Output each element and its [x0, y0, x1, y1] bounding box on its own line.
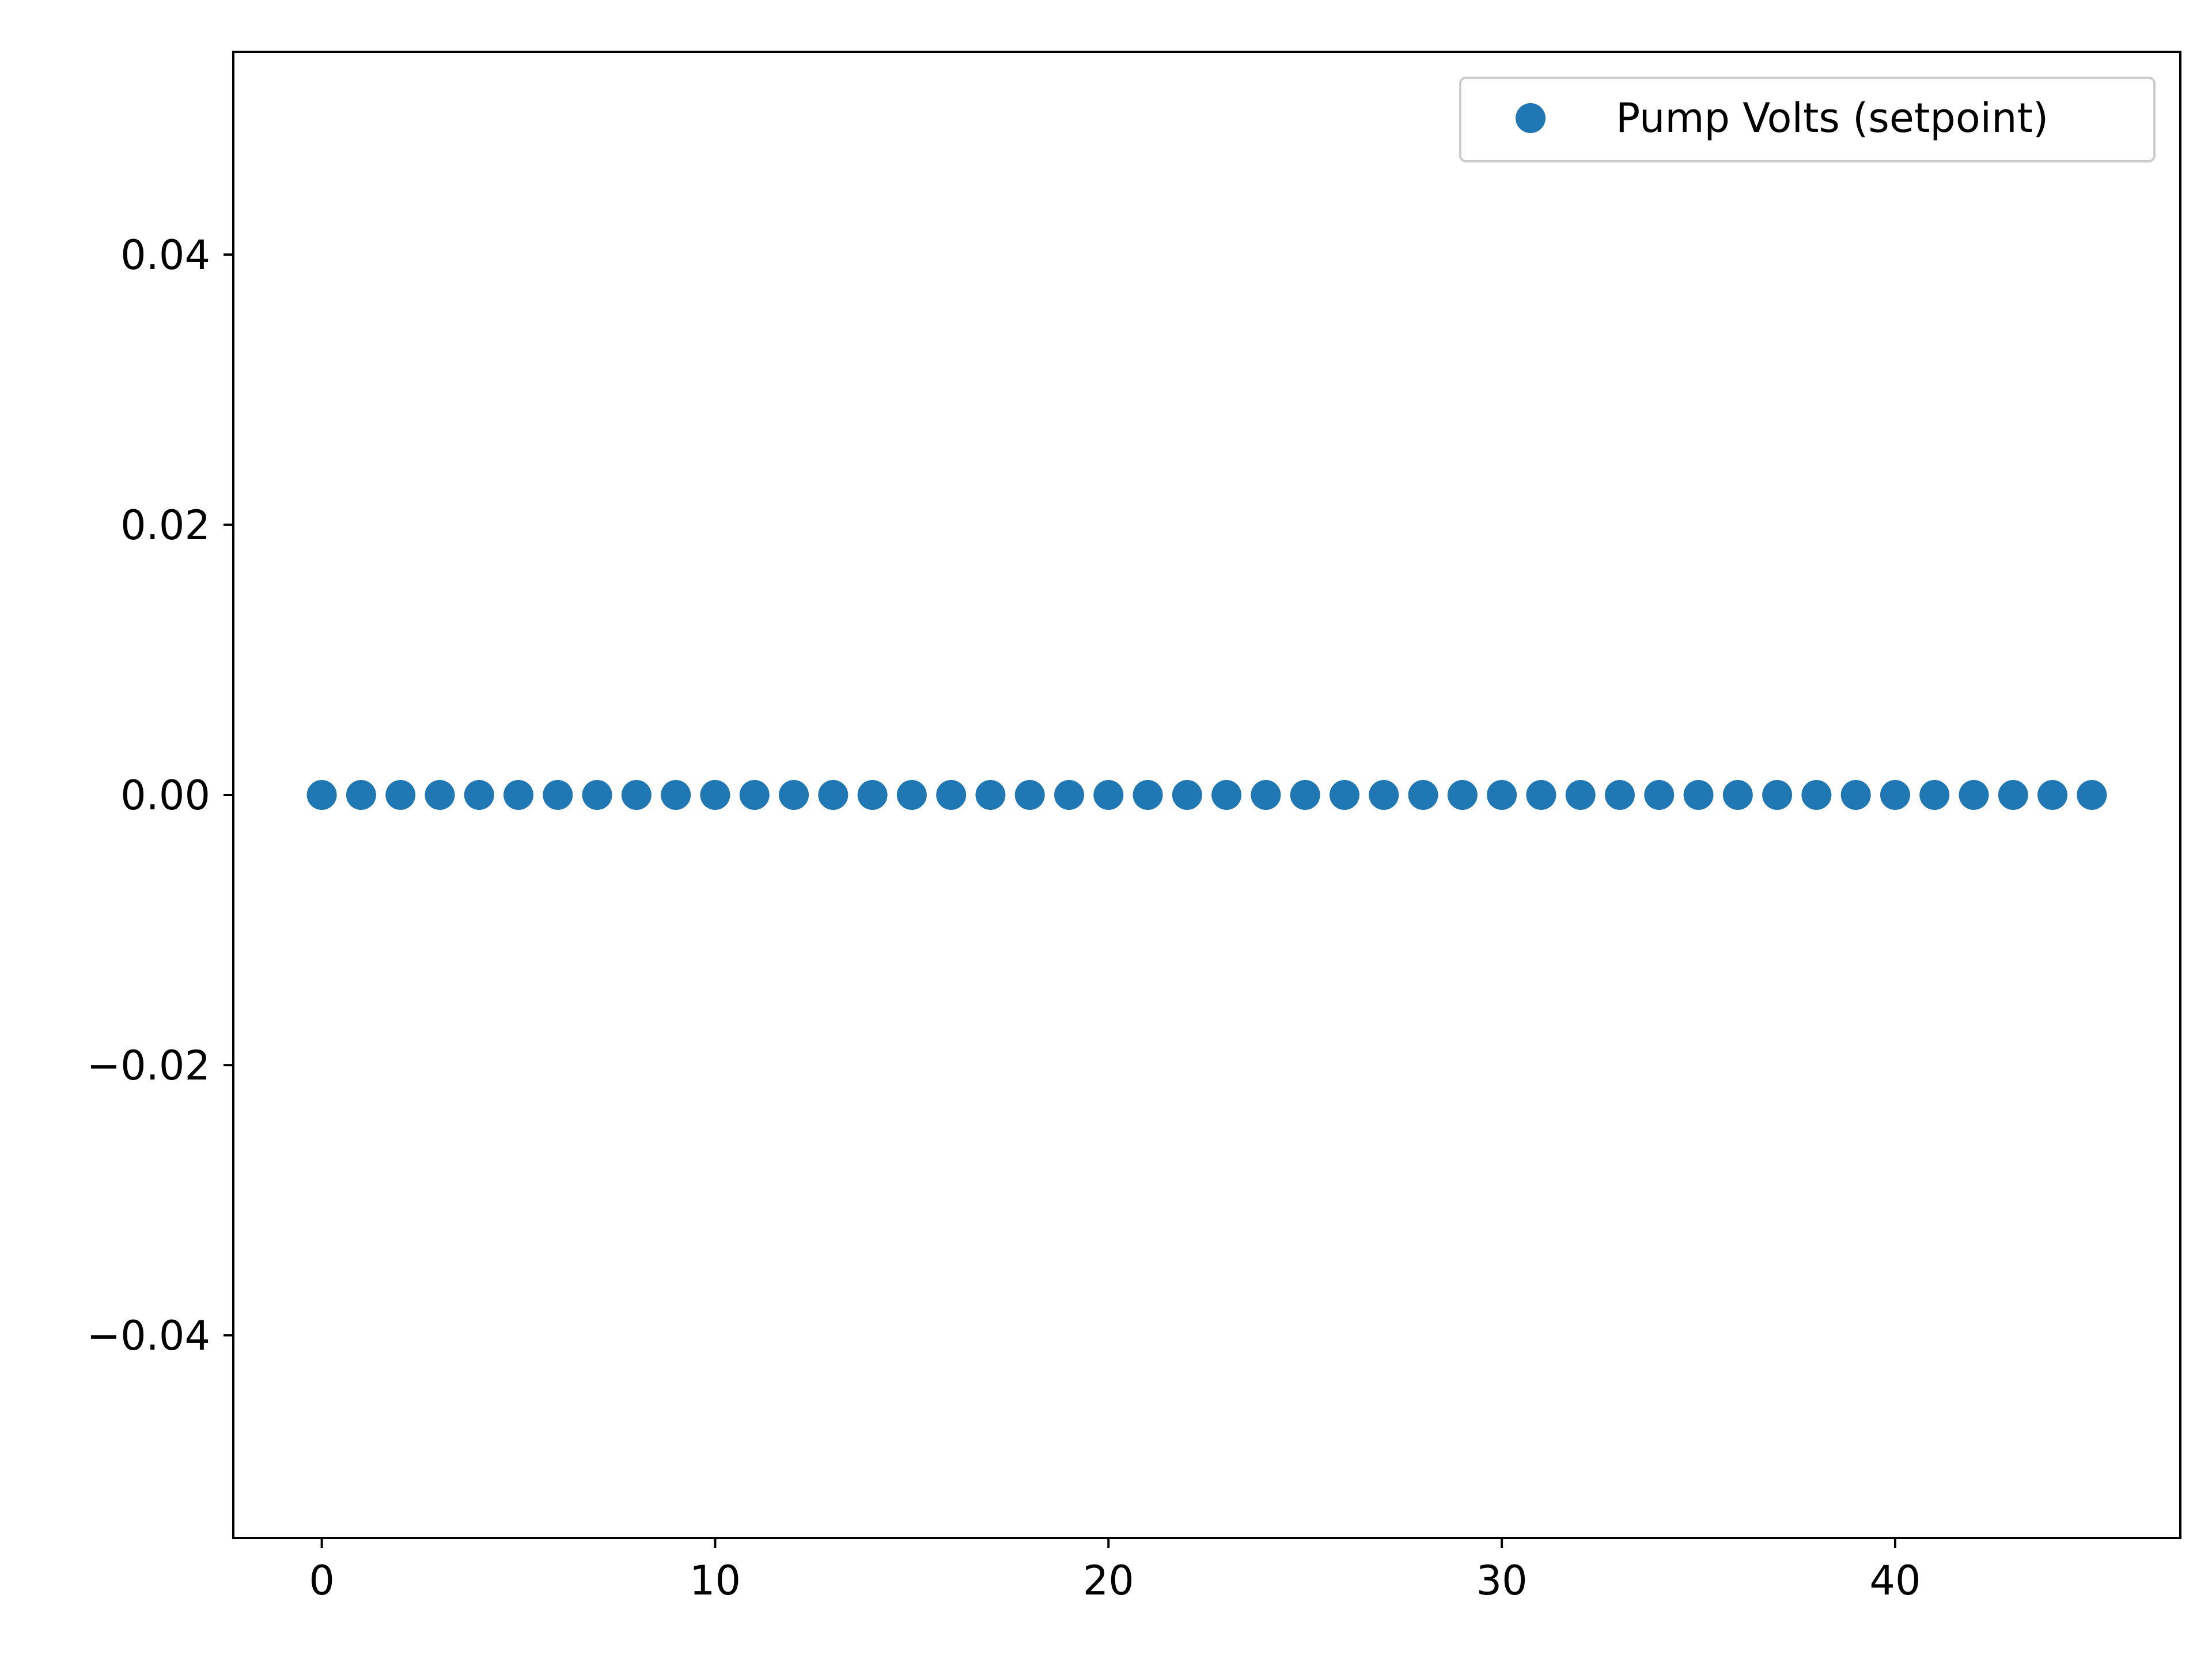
data-point	[818, 780, 849, 810]
data-point	[582, 780, 612, 810]
data-point	[1880, 780, 1910, 810]
data-point	[1014, 780, 1045, 810]
data-point	[1604, 780, 1635, 810]
data-point	[1408, 780, 1438, 810]
data-point	[779, 780, 809, 810]
data-point	[1565, 780, 1596, 810]
legend: Pump Volts (setpoint)	[1459, 77, 2156, 162]
data-point	[2037, 780, 2068, 810]
plot-frame	[232, 51, 2181, 1539]
data-point	[543, 780, 573, 810]
legend-marker	[1516, 103, 1546, 133]
data-point	[425, 780, 455, 810]
data-point	[1840, 780, 1871, 810]
data-point	[1329, 780, 1359, 810]
data-point	[621, 780, 652, 810]
data-point	[1093, 780, 1124, 810]
data-point	[306, 780, 337, 810]
data-point	[1683, 780, 1714, 810]
data-point	[1722, 780, 1753, 810]
x-tick-label: 40	[1869, 1557, 1921, 1604]
data-point	[1290, 780, 1320, 810]
y-tick-label: 0.00	[120, 772, 210, 819]
data-point	[503, 780, 534, 810]
data-point	[464, 780, 494, 810]
x-tick-label: 20	[1083, 1557, 1134, 1604]
data-point	[1919, 780, 1950, 810]
data-point	[385, 780, 416, 810]
data-point	[896, 780, 927, 810]
data-point	[661, 780, 691, 810]
legend-label: Pump Volts (setpoint)	[1616, 94, 2048, 142]
data-point	[2077, 780, 2107, 810]
data-point	[1762, 780, 1793, 810]
y-tick-label: −0.04	[86, 1312, 210, 1359]
data-point	[346, 780, 376, 810]
x-axis-ticks: 0 10 20 30 40	[309, 1538, 1921, 1604]
data-point	[975, 780, 1006, 810]
y-tick-label: 0.02	[120, 502, 210, 549]
y-tick-label: −0.02	[86, 1042, 210, 1089]
y-tick-label: 0.04	[120, 232, 210, 279]
data-points	[306, 780, 2107, 810]
data-point	[1132, 780, 1163, 810]
data-point	[1369, 780, 1399, 810]
data-point	[1644, 780, 1675, 810]
data-point	[739, 780, 770, 810]
y-axis-ticks: −0.04 −0.02 0.00 0.02 0.04	[86, 232, 233, 1359]
data-point	[936, 780, 967, 810]
data-point	[1801, 780, 1832, 810]
data-point	[1054, 780, 1085, 810]
x-tick-label: 0	[309, 1557, 335, 1604]
data-point	[1959, 780, 1989, 810]
data-point	[1211, 780, 1242, 810]
legend-box	[1459, 77, 2156, 162]
data-point	[1251, 780, 1281, 810]
data-point	[1487, 780, 1517, 810]
data-point	[1526, 780, 1556, 810]
data-point	[857, 780, 888, 810]
data-point	[1172, 780, 1202, 810]
x-tick-label: 10	[690, 1557, 741, 1604]
data-point	[700, 780, 730, 810]
data-point	[1998, 780, 2028, 810]
data-point	[1447, 780, 1478, 810]
x-tick-label: 30	[1476, 1557, 1528, 1604]
